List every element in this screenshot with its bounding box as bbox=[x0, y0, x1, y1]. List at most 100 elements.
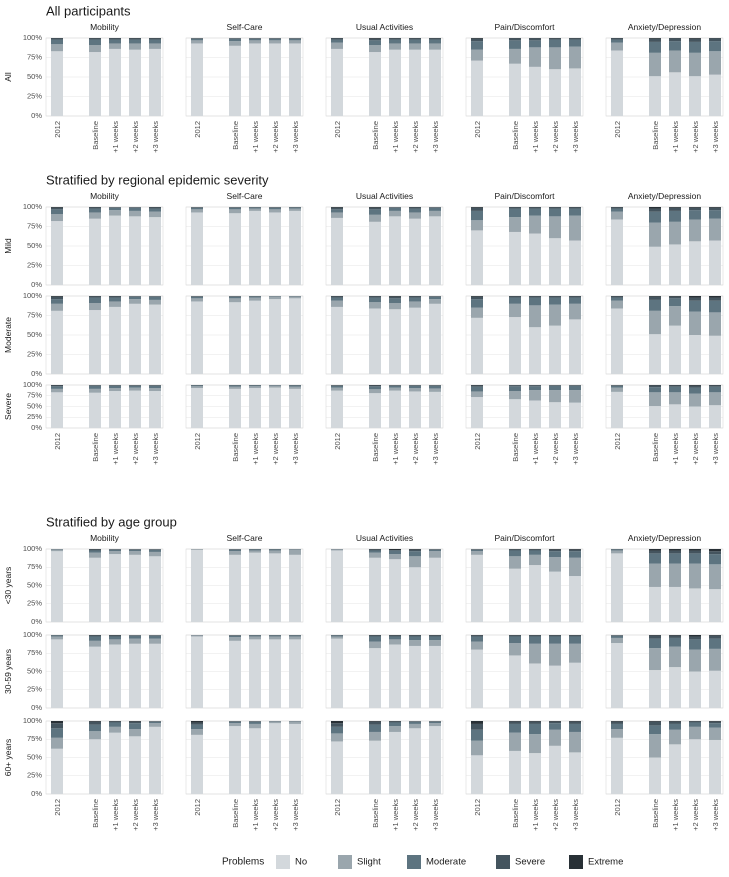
bar-segment-no bbox=[471, 397, 483, 428]
bar-segment-moderate bbox=[191, 385, 203, 386]
x-tick-label: +3 weeks bbox=[711, 121, 720, 153]
bar-segment-severe bbox=[509, 385, 521, 386]
bar-segment-moderate bbox=[409, 386, 421, 388]
bar-segment-severe bbox=[569, 385, 581, 386]
bar-segment-no bbox=[51, 51, 63, 116]
bar-segment-slight bbox=[649, 392, 661, 406]
bar-segment-no bbox=[669, 72, 681, 116]
bar-segment-severe bbox=[89, 722, 101, 725]
bar-segment-severe bbox=[509, 549, 521, 550]
bar-segment-no bbox=[89, 647, 101, 708]
bar-segment-no bbox=[289, 211, 301, 285]
bar-segment-moderate bbox=[669, 298, 681, 306]
bar-segment-slight bbox=[611, 388, 623, 392]
bar-segment-severe bbox=[149, 385, 161, 386]
bar-segment-severe bbox=[689, 550, 701, 553]
bar-segment-slight bbox=[331, 549, 343, 550]
bar-segment-slight bbox=[289, 387, 301, 389]
bar-segment-no bbox=[409, 219, 421, 285]
bar-segment-no bbox=[331, 639, 343, 708]
y-tick-label: 0% bbox=[31, 423, 42, 432]
panel bbox=[606, 296, 723, 374]
bar-segment-severe bbox=[669, 38, 681, 41]
bar-segment-extreme bbox=[51, 721, 63, 723]
bar-segment-extreme bbox=[369, 721, 381, 722]
x-tick-label: +1 weeks bbox=[251, 121, 260, 153]
bar-segment-slight bbox=[709, 219, 721, 241]
bar-segment-slight bbox=[389, 388, 401, 391]
bar-segment-no bbox=[229, 641, 241, 708]
bar-segment-severe bbox=[409, 207, 421, 208]
bar-segment-severe bbox=[51, 723, 63, 728]
x-tick-label: +1 weeks bbox=[391, 433, 400, 465]
bar-segment-severe bbox=[269, 38, 281, 39]
bar-segment-no bbox=[249, 639, 261, 708]
x-tick-label: +3 weeks bbox=[711, 433, 720, 465]
bar-segment-moderate bbox=[689, 553, 701, 563]
bar-segment-severe bbox=[429, 635, 441, 636]
panel bbox=[466, 635, 583, 708]
bar-segment-no bbox=[269, 43, 281, 116]
bar-segment-slight bbox=[409, 212, 421, 218]
bar-segment-moderate bbox=[331, 209, 343, 212]
bar-segment-extreme bbox=[689, 38, 701, 39]
bar-segment-slight bbox=[191, 386, 203, 388]
bar-segment-severe bbox=[549, 207, 561, 208]
bar-segment-slight bbox=[409, 388, 421, 391]
bar-segment-extreme bbox=[649, 207, 661, 209]
bar-segment-no bbox=[89, 52, 101, 116]
bar-segment-moderate bbox=[429, 636, 441, 640]
bar-segment-severe bbox=[89, 549, 101, 550]
bar-segment-severe bbox=[389, 297, 401, 299]
bar-segment-moderate bbox=[51, 549, 63, 550]
bar-segment-moderate bbox=[529, 40, 541, 47]
bar-segment-slight bbox=[369, 732, 381, 741]
bar-segment-no bbox=[649, 334, 661, 374]
bar-segment-severe bbox=[269, 207, 281, 208]
bar-segment-slight bbox=[569, 558, 581, 576]
bar-segment-slight bbox=[509, 556, 521, 568]
bar-segment-slight bbox=[429, 43, 441, 49]
bar-segment-slight bbox=[269, 636, 281, 639]
bar-segment-moderate bbox=[149, 722, 161, 723]
x-tick-label: Baseline bbox=[651, 433, 660, 462]
bar-segment-extreme bbox=[129, 721, 141, 722]
bar-segment-slight bbox=[331, 301, 343, 307]
bar-segment-no bbox=[709, 671, 721, 708]
bar-segment-severe bbox=[51, 297, 63, 299]
bar-segment-severe bbox=[649, 297, 661, 300]
bar-segment-severe bbox=[611, 296, 623, 297]
bar-segment-moderate bbox=[289, 385, 301, 386]
bar-segment-moderate bbox=[249, 722, 261, 724]
panel bbox=[186, 296, 303, 374]
bar-segment-moderate bbox=[229, 297, 241, 299]
bar-segment-extreme bbox=[709, 207, 721, 208]
bar-segment-no bbox=[129, 391, 141, 428]
bar-segment-severe bbox=[529, 207, 541, 208]
bar-segment-severe bbox=[89, 385, 101, 386]
bar-segment-slight bbox=[369, 389, 381, 393]
bar-segment-slight bbox=[611, 212, 623, 220]
bar-segment-no bbox=[509, 751, 521, 794]
bar-segment-no bbox=[51, 221, 63, 285]
bar-segment-moderate bbox=[471, 387, 483, 392]
x-tick-label: +2 weeks bbox=[551, 121, 560, 153]
x-tick-label: 2012 bbox=[473, 799, 482, 816]
bar-segment-moderate bbox=[689, 210, 701, 219]
bar-segment-slight bbox=[51, 214, 63, 221]
bar-segment-no bbox=[89, 558, 101, 622]
bar-segment-moderate bbox=[191, 39, 203, 41]
bar-segment-extreme bbox=[649, 296, 661, 297]
bar-segment-slight bbox=[109, 639, 121, 644]
bar-segment-no bbox=[471, 755, 483, 794]
y-tick-label: 75% bbox=[27, 734, 42, 743]
bar-segment-slight bbox=[669, 564, 681, 587]
bar-segment-moderate bbox=[649, 212, 661, 223]
bar-segment-no bbox=[229, 389, 241, 428]
bar-segment-slight bbox=[509, 49, 521, 64]
row-label: 60+ years bbox=[3, 739, 13, 777]
legend-key-slight bbox=[338, 855, 352, 869]
bar-segment-severe bbox=[409, 635, 421, 636]
